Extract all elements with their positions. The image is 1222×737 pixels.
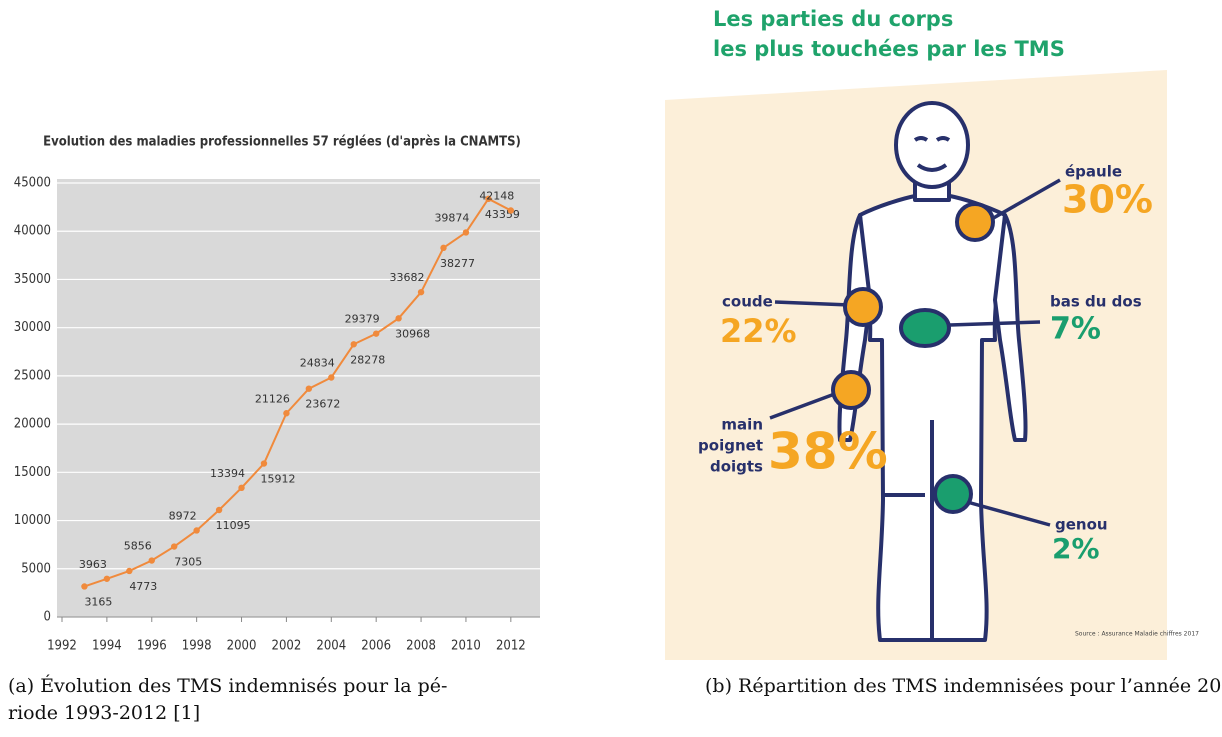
x-tick-label: 2004 [316,639,346,654]
data-label: 30968 [395,327,430,340]
data-label: 33682 [390,271,425,284]
part-percent: 38% [768,423,888,481]
point [238,485,244,491]
y-tick-label: 15000 [14,465,51,480]
point [373,330,379,336]
point [306,385,312,391]
figure: Evolution des maladies professionnelles … [0,0,1222,733]
point [508,207,514,213]
data-label: 28278 [350,353,385,366]
point [104,576,110,582]
data-label: 3963 [79,558,107,571]
data-label: 39874 [434,211,469,224]
y-tick-label: 45000 [14,176,51,191]
x-tick-label: 2000 [227,639,257,654]
part-percent: 7% [1050,312,1101,347]
data-label: 5856 [124,540,152,553]
x-tick-label: 1994 [92,639,122,654]
chart-title: Evolution des maladies professionnelles … [43,135,521,150]
data-label: 8972 [169,509,197,522]
part-name: poignet [698,437,763,455]
point [216,507,222,513]
x-tick-label: 1992 [47,639,77,654]
data-label: 15912 [260,473,295,486]
data-label: 29379 [345,313,380,326]
page: {"chart_data": {"type": "line", "title":… [0,0,1222,733]
part-percent: 22% [720,312,797,350]
data-label: 42148 [479,190,514,203]
y-tick-label: 40000 [14,224,51,239]
data-label: 38277 [440,257,475,270]
point [395,315,401,321]
x-tick-label: 2012 [496,639,526,654]
point [463,229,469,235]
point [283,410,289,416]
data-label: 24834 [300,356,335,369]
data-label: 11095 [216,519,251,532]
data-label: 3165 [84,595,112,608]
x-tick-label: 1996 [137,639,167,654]
x-tick-label: 2002 [272,639,302,654]
point [126,568,132,574]
y-tick-label: 25000 [14,368,51,383]
y-tick-label: 10000 [14,513,51,528]
point [328,374,334,380]
y-tick-label: 35000 [14,272,51,287]
infographic-title: Les parties du corps [713,7,953,31]
part-name: coude [722,293,773,311]
data-label: 21126 [255,392,290,405]
point [261,460,267,466]
data-label: 43359 [485,208,520,221]
point [193,527,199,533]
x-tick-label: 1998 [182,639,212,654]
y-tick-label: 0 [44,610,51,625]
part-name: main [721,416,763,434]
line-chart: 0 5000 10000 15000 20000 25000 30000 35000 40000… [14,176,540,654]
data-label: 13394 [210,467,245,480]
x-tick-label: 2006 [361,639,391,654]
data-label: 7305 [174,556,202,569]
data-label: 4773 [129,580,157,593]
part-name: bas du dos [1050,293,1142,311]
point [440,245,446,251]
part-percent: 2% [1052,532,1100,565]
point [351,341,357,347]
part-percent: 30% [1062,178,1153,222]
point [418,289,424,295]
infographic-title: les plus touchées par les TMS [713,37,1065,61]
point [149,557,155,563]
point [81,583,87,589]
data-label: 23672 [305,398,340,411]
source: Source : Assurance Maladie chiffres 2017 [1075,631,1199,638]
point [171,543,177,549]
caption: (a) Évolution des TMS indemnisés pour la… [8,674,447,697]
y-tick-label: 30000 [14,320,51,335]
part-name: doigts [710,458,763,476]
x-tick-label: 2010 [451,639,481,654]
caption: riode 1993-2012 [1] [8,702,200,724]
y-tick-label: 20000 [14,417,51,432]
caption: (b) Répartition des TMS indemnisées pour… [705,675,1222,697]
x-tick-label: 2008 [406,639,436,654]
y-tick-label: 5000 [21,561,51,576]
head [896,103,968,187]
part-name: genou [1055,516,1108,534]
